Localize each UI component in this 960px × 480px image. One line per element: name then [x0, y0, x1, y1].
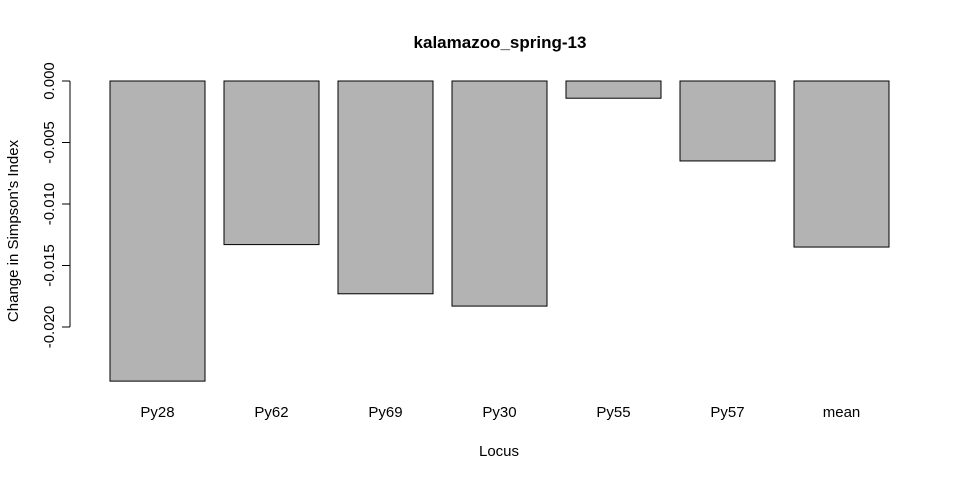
bar-mean	[793, 80, 890, 248]
bar-py28	[109, 80, 206, 382]
y-tick-label: 0.000	[41, 62, 58, 100]
x-axis-label: Locus	[479, 443, 519, 460]
y-axis: 0.000 -0.005 -0.010 -0.015 -0.020	[41, 62, 71, 349]
x-tick-label: Py55	[596, 404, 630, 421]
x-tick-label: Py57	[710, 404, 744, 421]
y-axis-label: Change in Simpson's Index	[5, 139, 22, 322]
bar-py62	[223, 80, 320, 246]
chart-title: kalamazoo_spring-13	[414, 33, 587, 52]
x-tick-label: mean	[823, 404, 861, 421]
x-tick-label: Py30	[482, 404, 516, 421]
category-labels: Py28 Py62 Py69 Py30 Py55 Py57 mean	[140, 404, 860, 421]
bar-py57	[679, 80, 776, 162]
x-tick-label: Py28	[140, 404, 174, 421]
y-tick-label: -0.005	[41, 121, 58, 164]
bar-py69	[337, 80, 434, 295]
x-tick-label: Py62	[254, 404, 288, 421]
bar-py55	[565, 80, 662, 99]
bars	[109, 80, 890, 382]
y-tick-label: -0.015	[41, 244, 58, 287]
bar-py30	[451, 80, 548, 307]
x-tick-label: Py69	[368, 404, 402, 421]
y-tick-label: -0.010	[41, 183, 58, 226]
y-tick-label: -0.020	[41, 306, 58, 349]
